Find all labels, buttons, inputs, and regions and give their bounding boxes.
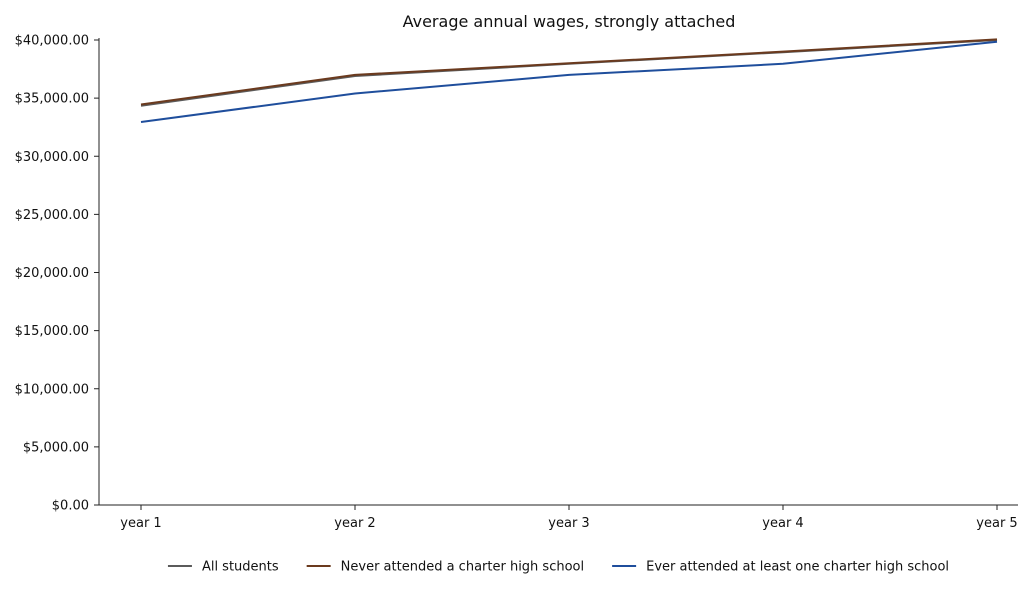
x-tick-label: year 3	[548, 516, 589, 531]
legend-label: Never attended a charter high school	[341, 560, 584, 575]
x-tick-label: year 1	[120, 516, 161, 531]
y-tick-label: $5,000.00	[23, 440, 89, 455]
y-tick-label: $0.00	[52, 499, 89, 514]
y-tick-label: $10,000.00	[15, 382, 89, 397]
y-tick-label: $30,000.00	[15, 150, 89, 165]
y-tick-label: $40,000.00	[15, 34, 89, 49]
series-line-1	[140, 39, 998, 107]
series-line-2	[140, 38, 998, 106]
x-tick-label: year 2	[334, 516, 375, 531]
legend-item-2: Never attended a charter high school	[306, 560, 584, 575]
legend-item-3: Ever attended at least one charter high …	[612, 560, 949, 575]
x-tick-label: year 5	[976, 516, 1017, 531]
legend-item-1: All students	[167, 560, 279, 575]
series-line-3	[140, 40, 998, 123]
legend: All students Never attended a charter hig…	[167, 560, 949, 575]
y-tick-label: $25,000.00	[15, 208, 89, 223]
chart-title: Average annual wages, strongly attached	[403, 12, 736, 31]
y-tick-label: $15,000.00	[15, 324, 89, 339]
y-tick-label: $20,000.00	[15, 266, 89, 281]
y-tick-label: $35,000.00	[15, 92, 89, 107]
x-tick-label: year 4	[762, 516, 803, 531]
series-layer	[140, 38, 998, 123]
legend-label: All students	[202, 560, 279, 575]
legend-label: Ever attended at least one charter high …	[646, 560, 949, 575]
axes: $0.00 $5,000.00 $10,000.00 $15,000.00 $20,00…	[15, 34, 1018, 531]
